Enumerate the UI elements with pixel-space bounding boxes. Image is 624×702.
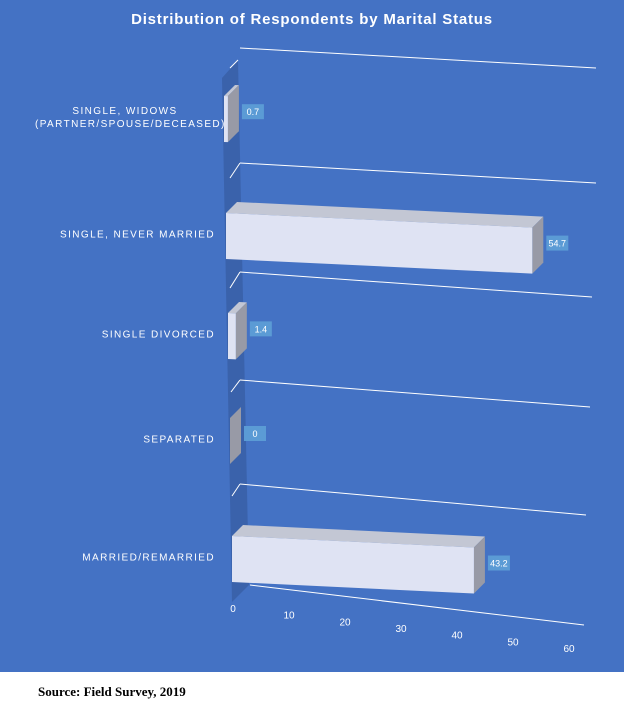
- source-note: Source: Field Survey, 2019: [38, 684, 186, 699]
- value-label-box: [249, 321, 272, 337]
- bar-top: [228, 302, 247, 314]
- bar: [232, 536, 474, 594]
- value-label: 0.7: [247, 107, 260, 117]
- category-label: SINGLE, WIDOWS (PARTNER/SPOUSE/DECEASED): [35, 106, 226, 130]
- value-label: 1.4: [255, 324, 268, 334]
- x-tick-label: 30: [395, 624, 407, 635]
- bar: [226, 213, 533, 274]
- x-tick-label: 20: [339, 617, 351, 628]
- value-label: 54.7: [549, 239, 567, 249]
- x-tick-label: 40: [451, 631, 463, 642]
- category-label: MARRIED/REMARRIED: [82, 552, 215, 564]
- gridlines: [229, 47, 597, 626]
- bar-top: [226, 202, 544, 228]
- bar-side: [473, 536, 485, 594]
- chart-area: Distribution of Respondents by Marital S…: [0, 0, 624, 672]
- x-tick-label: 50: [507, 637, 519, 648]
- value-label-box: [244, 426, 266, 441]
- bar-side: [230, 407, 241, 464]
- x-tick-label: 60: [563, 644, 575, 655]
- bar-top: [224, 85, 239, 97]
- value-label-box: [241, 104, 264, 120]
- bar: [224, 96, 228, 143]
- bar-side: [235, 302, 247, 360]
- bar: [228, 313, 236, 360]
- value-label: 43.2: [490, 559, 508, 569]
- bar-top: [232, 525, 485, 548]
- chart: Distribution of Respondents by Marital S…: [131, 11, 597, 655]
- category-label: SINGLE DIVORCED: [101, 329, 215, 341]
- value-label: 0: [252, 429, 257, 439]
- category-label: SEPARATED: [143, 434, 215, 446]
- bar-side: [532, 216, 544, 274]
- x-tick-label: 10: [283, 611, 295, 622]
- bar-side: [227, 85, 239, 143]
- category-label: SINGLE, NEVER MARRIED: [60, 229, 215, 241]
- chart-title: Distribution of Respondents by Marital S…: [131, 11, 493, 28]
- x-tick-label: 0: [230, 604, 236, 615]
- value-label-box: [546, 235, 569, 251]
- value-label-box: [487, 555, 510, 571]
